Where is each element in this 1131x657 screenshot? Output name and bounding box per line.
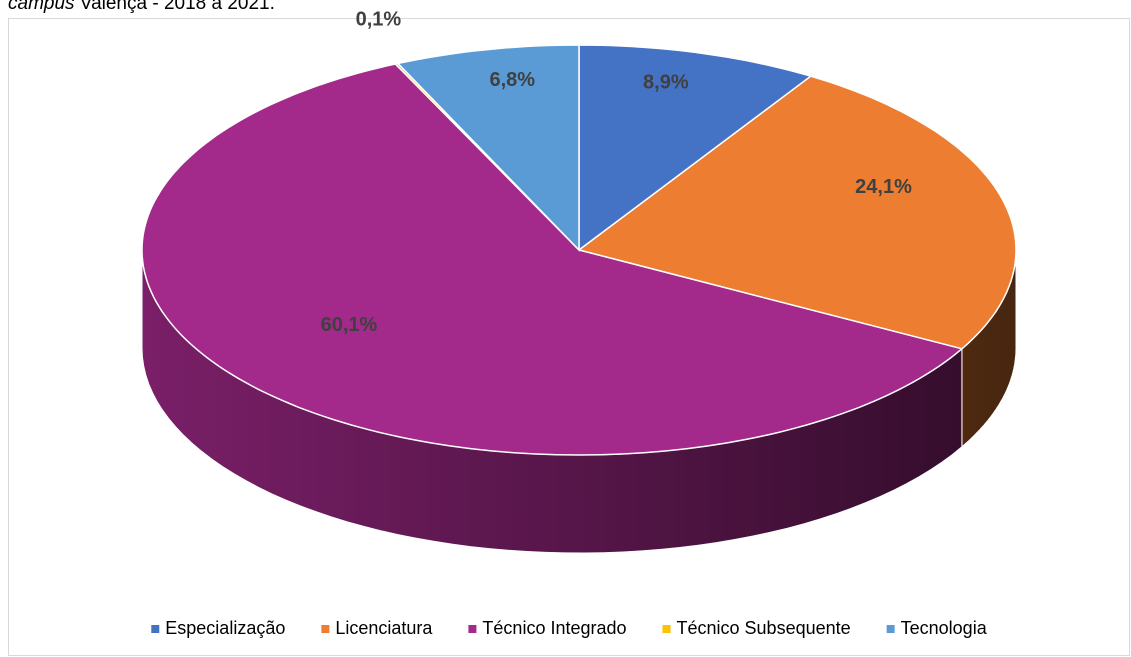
- legend-label: Técnico Integrado: [482, 618, 626, 638]
- legend-label: Licenciatura: [335, 618, 433, 638]
- slice: [577, 75, 1017, 350]
- slice: [396, 44, 580, 252]
- data-label: 6,8%: [489, 69, 535, 91]
- legend-marker: [468, 625, 477, 633]
- legend-label: Especialização: [165, 618, 285, 638]
- legend: Especialização Licenciatura Técnico Integr…: [151, 618, 988, 638]
- data-label: 60,1%: [321, 314, 378, 336]
- legend-marker: [662, 625, 671, 633]
- data-labels: 8,9% 24,1% 60,1% 0,1% 6,8%: [321, 8, 912, 336]
- data-label: 24,1%: [855, 176, 912, 198]
- data-label: 0,1%: [356, 8, 402, 30]
- caption-text: Valença - 2018 a 2021.: [75, 0, 275, 14]
- slice: [578, 44, 813, 252]
- slice: [141, 63, 964, 456]
- legend-marker: [151, 625, 160, 633]
- legend-label: Técnico Subsequente: [677, 618, 851, 638]
- legend-marker: [886, 625, 895, 633]
- pie-tops: [141, 44, 1017, 456]
- caption: campus Valença - 2018 a 2021.: [8, 0, 275, 14]
- legend-marker: [321, 625, 330, 633]
- caption-italic: campus: [8, 0, 75, 14]
- data-label: 8,9%: [643, 71, 689, 93]
- legend-label: Tecnologia: [901, 618, 988, 638]
